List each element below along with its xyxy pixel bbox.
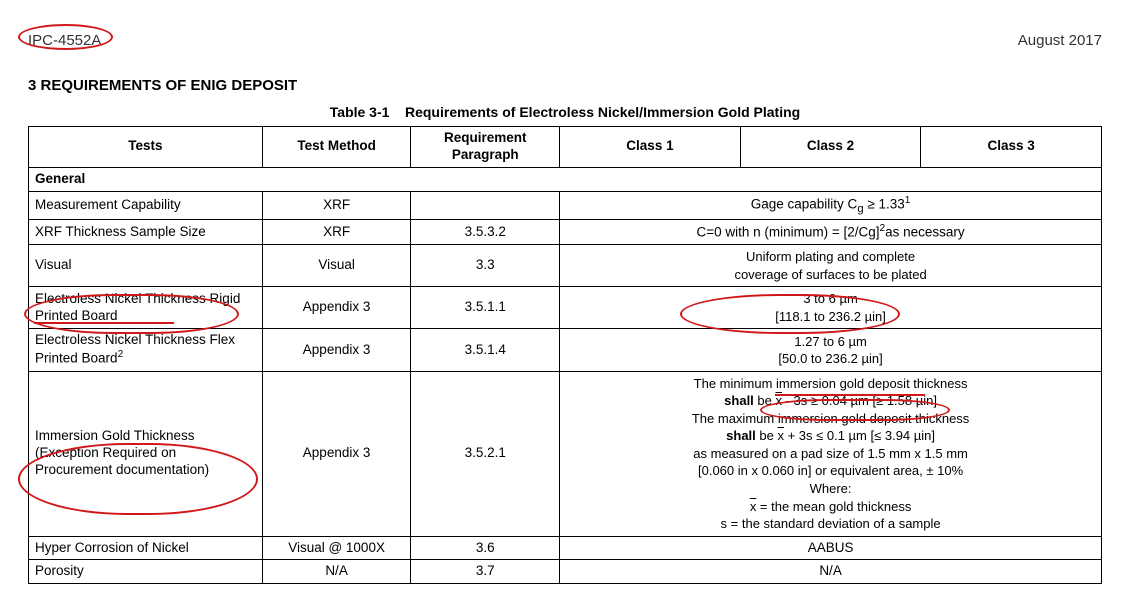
cell-tests: Hyper Corrosion of Nickel: [29, 536, 263, 560]
cell-method: XRF: [262, 191, 411, 219]
document-page: IPC-4552A August 2017 3 REQUIREMENTS OF …: [0, 0, 1130, 584]
col-class3: Class 3: [921, 127, 1102, 168]
cell-para: 3.5.3.2: [411, 219, 560, 244]
cell-spec: AABUS: [560, 536, 1102, 560]
cell-para: [411, 191, 560, 219]
cell-method: Appendix 3: [262, 329, 411, 371]
cell-tests: Measurement Capability: [29, 191, 263, 219]
col-class2: Class 2: [740, 127, 921, 168]
col-method: Test Method: [262, 127, 411, 168]
cell-spec: Gage capability Cg ≥ 1.331: [560, 191, 1102, 219]
cell-spec: 3 to 6 µm[118.1 to 236.2 µin]: [560, 287, 1102, 329]
cell-method: Visual @ 1000X: [262, 536, 411, 560]
row-porosity: Porosity N/A 3.7 N/A: [29, 560, 1102, 584]
cell-para: 3.6: [411, 536, 560, 560]
section-title: 3 REQUIREMENTS OF ENIG DEPOSIT: [28, 77, 1102, 94]
row-hyper-corrosion: Hyper Corrosion of Nickel Visual @ 1000X…: [29, 536, 1102, 560]
table-header-row: Tests Test Method Requirement Paragraph …: [29, 127, 1102, 168]
cell-method: XRF: [262, 219, 411, 244]
cell-para: 3.5.1.1: [411, 287, 560, 329]
cell-tests: XRF Thickness Sample Size: [29, 219, 263, 244]
caption-text: Requirements of Electroless Nickel/Immer…: [405, 104, 800, 120]
row-immersion-gold: Immersion Gold Thickness (Exception Requ…: [29, 371, 1102, 536]
section-general-row: General: [29, 167, 1102, 191]
cell-tests: Immersion Gold Thickness (Exception Requ…: [29, 371, 263, 536]
cell-tests: Porosity: [29, 560, 263, 584]
row-visual: Visual Visual 3.3 Uniform plating and co…: [29, 245, 1102, 287]
section-general-label: General: [29, 167, 1102, 191]
cell-spec: N/A: [560, 560, 1102, 584]
requirements-table: Tests Test Method Requirement Paragraph …: [28, 126, 1102, 584]
col-class1: Class 1: [560, 127, 741, 168]
cell-para: 3.7: [411, 560, 560, 584]
row-en-rigid: Electroless Nickel Thickness Rigid Print…: [29, 287, 1102, 329]
cell-tests: Electroless Nickel Thickness Flex Printe…: [29, 329, 263, 371]
row-en-flex: Electroless Nickel Thickness Flex Printe…: [29, 329, 1102, 371]
col-paragraph: Requirement Paragraph: [411, 127, 560, 168]
doc-date: August 2017: [1018, 32, 1102, 49]
row-xrf-sample-size: XRF Thickness Sample Size XRF 3.5.3.2 C=…: [29, 219, 1102, 244]
cell-spec: 1.27 to 6 µm[50.0 to 236.2 µin]: [560, 329, 1102, 371]
col-tests: Tests: [29, 127, 263, 168]
cell-spec: C=0 with n (minimum) = [2/Cg]2as necessa…: [560, 219, 1102, 244]
cell-method: N/A: [262, 560, 411, 584]
cell-method: Appendix 3: [262, 371, 411, 536]
page-header: IPC-4552A August 2017: [28, 32, 1102, 49]
cell-para: 3.5.2.1: [411, 371, 560, 536]
doc-number: IPC-4552A: [28, 32, 101, 49]
cell-para: 3.3: [411, 245, 560, 287]
cell-tests: Visual: [29, 245, 263, 287]
cell-method: Appendix 3: [262, 287, 411, 329]
row-measurement-capability: Measurement Capability XRF Gage capabili…: [29, 191, 1102, 219]
cell-spec: The minimum immersion gold deposit thick…: [560, 371, 1102, 536]
cell-spec: Uniform plating and completecoverage of …: [560, 245, 1102, 287]
table-caption: Table 3-1 Requirements of Electroless Ni…: [28, 104, 1102, 120]
cell-method: Visual: [262, 245, 411, 287]
cell-tests: Electroless Nickel Thickness Rigid Print…: [29, 287, 263, 329]
caption-prefix: Table 3-1: [330, 104, 390, 120]
cell-para: 3.5.1.4: [411, 329, 560, 371]
